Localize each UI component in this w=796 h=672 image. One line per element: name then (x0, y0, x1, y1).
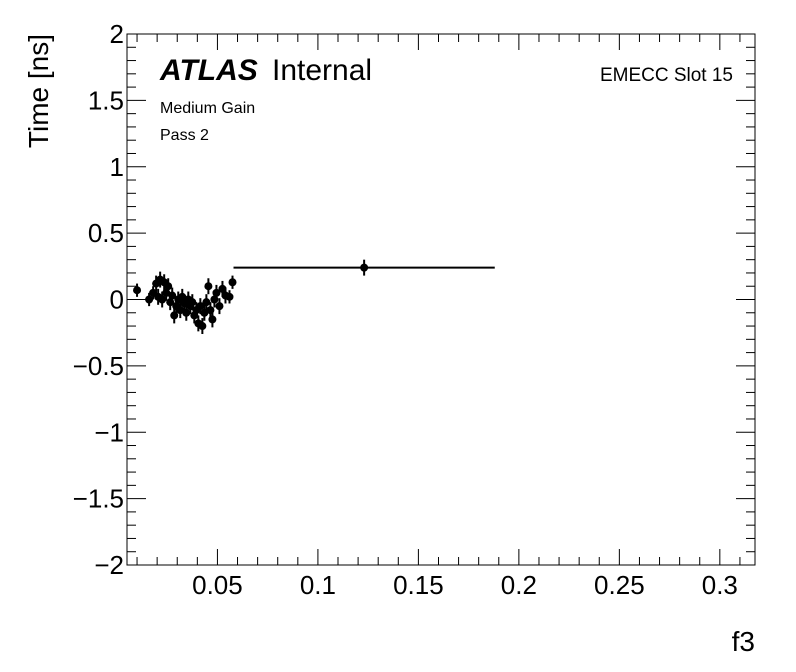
point-marker (164, 282, 173, 291)
data-point (200, 304, 209, 321)
point-marker (145, 295, 154, 304)
atlas-label: ATLAS (159, 54, 258, 87)
y-tick-label: −1.5 (73, 484, 124, 514)
point-marker (158, 295, 167, 304)
point-marker (204, 282, 213, 291)
point-marker (200, 308, 209, 317)
point-marker (215, 302, 224, 311)
data-point (158, 291, 167, 308)
atlas-status-label: Internal (272, 54, 372, 87)
data-point (196, 298, 205, 315)
x-tick-label: 0.05 (192, 570, 243, 600)
y-tick-label: −1 (94, 417, 124, 447)
x-axis-title: f3 (732, 626, 755, 657)
data-point (202, 294, 211, 311)
data-point (225, 290, 234, 304)
data-point (176, 302, 185, 319)
slot-label: EMECC Slot 15 (600, 65, 733, 86)
x-tick-label: 0.1 (300, 570, 336, 600)
y-tick-label: 2 (110, 19, 124, 49)
data-point (145, 292, 154, 307)
data-points (133, 259, 495, 335)
point-marker (202, 298, 211, 307)
data-point (204, 278, 213, 295)
y-tick-label: 0 (110, 285, 124, 315)
point-marker (133, 286, 142, 295)
axis-ticks (127, 33, 755, 566)
y-tick-label: 1.5 (88, 85, 124, 115)
x-tick-label: 0.3 (702, 570, 738, 600)
x-tick-label: 0.15 (393, 570, 444, 600)
point-marker (182, 308, 191, 317)
point-marker (218, 284, 227, 293)
data-point (133, 283, 142, 297)
y-tick-labels: −2 −1.5 −1 −0.5 0 0.5 1 1.5 2 (73, 19, 124, 580)
data-point (164, 278, 173, 295)
data-point (212, 284, 221, 301)
y-tick-label: 0.5 (88, 218, 124, 248)
point-marker (168, 291, 177, 300)
y-axis-title: Time [ns] (23, 34, 54, 148)
data-point (182, 304, 191, 321)
gain-label: Medium Gain (160, 100, 255, 117)
point-marker (196, 302, 205, 311)
data-point (233, 259, 495, 276)
data-point (188, 294, 197, 311)
data-point (174, 291, 183, 308)
y-tick-label: −2 (94, 550, 124, 580)
x-tick-labels: 0.05 0.1 0.15 0.2 0.25 0.3 (192, 570, 738, 600)
point-marker (228, 278, 237, 287)
data-point (208, 311, 217, 328)
pass-label: Pass 2 (160, 127, 209, 144)
point-marker (188, 298, 197, 307)
x-tick-label: 0.25 (594, 570, 645, 600)
point-marker (198, 322, 207, 331)
point-marker (212, 288, 221, 297)
point-marker (360, 263, 369, 272)
point-marker (176, 306, 185, 315)
data-point (168, 287, 177, 304)
data-point (198, 318, 207, 335)
data-point (228, 275, 237, 289)
x-tick-label: 0.2 (501, 570, 537, 600)
y-tick-label: 1 (110, 152, 124, 182)
point-marker (208, 315, 217, 324)
point-marker (225, 292, 234, 301)
y-tick-label: −0.5 (73, 351, 124, 381)
data-point (215, 298, 224, 315)
